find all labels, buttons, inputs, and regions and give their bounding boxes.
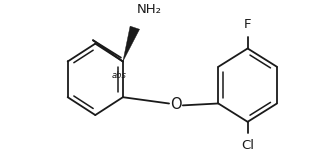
Text: O: O (170, 97, 182, 112)
Text: F: F (244, 18, 251, 31)
Text: abs: abs (112, 71, 126, 80)
Polygon shape (123, 26, 139, 61)
Text: Cl: Cl (241, 139, 254, 152)
Text: NH₂: NH₂ (137, 3, 162, 16)
